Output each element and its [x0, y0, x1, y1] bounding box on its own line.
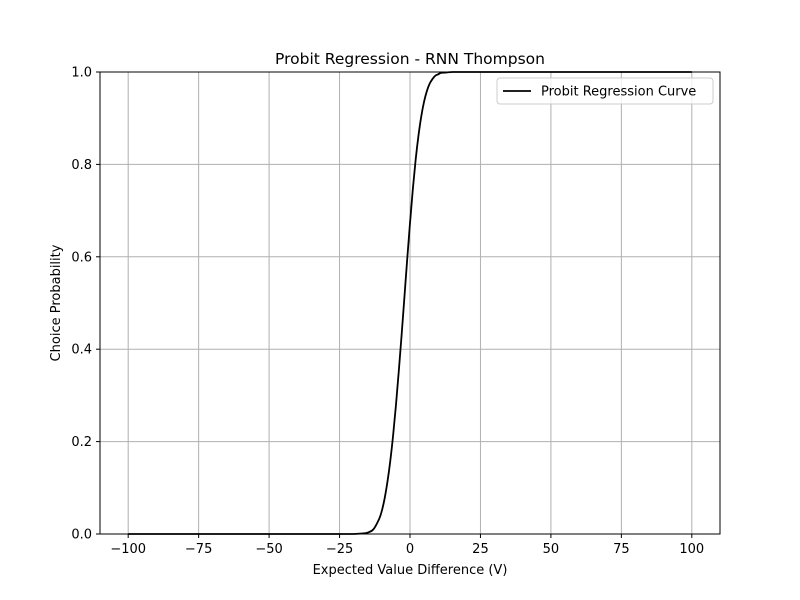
y-tick-label: 0.8 [71, 158, 92, 173]
y-axis-ticks: 0.0 0.2 0.4 0.6 0.8 1.0 [71, 66, 100, 543]
x-tick-label: 100 [679, 542, 704, 557]
chart-title: Probit Regression - RNN Thompson [275, 50, 545, 68]
y-tick-label: 0.0 [71, 528, 92, 543]
x-tick-label: 50 [543, 542, 560, 557]
y-tick-label: 0.2 [71, 435, 92, 450]
y-axis-label: Choice Probability [49, 244, 64, 361]
legend: Probit Regression Curve [496, 77, 714, 105]
grid [100, 71, 720, 535]
x-tick-label: 75 [613, 542, 630, 557]
y-tick-label: 0.6 [71, 250, 92, 265]
legend-box [496, 77, 714, 105]
x-tick-label: −25 [326, 542, 353, 557]
x-tick-label: −75 [185, 542, 212, 557]
legend-label: Probit Regression Curve [541, 85, 696, 100]
x-axis-label: Expected Value Difference (V) [313, 563, 508, 578]
y-tick-label: 0.4 [71, 343, 92, 358]
x-axis-ticks: −100 −75 −50 −25 0 25 50 75 100 [110, 534, 704, 557]
y-tick-label: 1.0 [71, 66, 92, 81]
x-tick-label: −50 [255, 542, 282, 557]
x-tick-label: 0 [406, 542, 414, 557]
x-tick-label: −100 [110, 542, 146, 557]
x-tick-label: 25 [472, 542, 489, 557]
